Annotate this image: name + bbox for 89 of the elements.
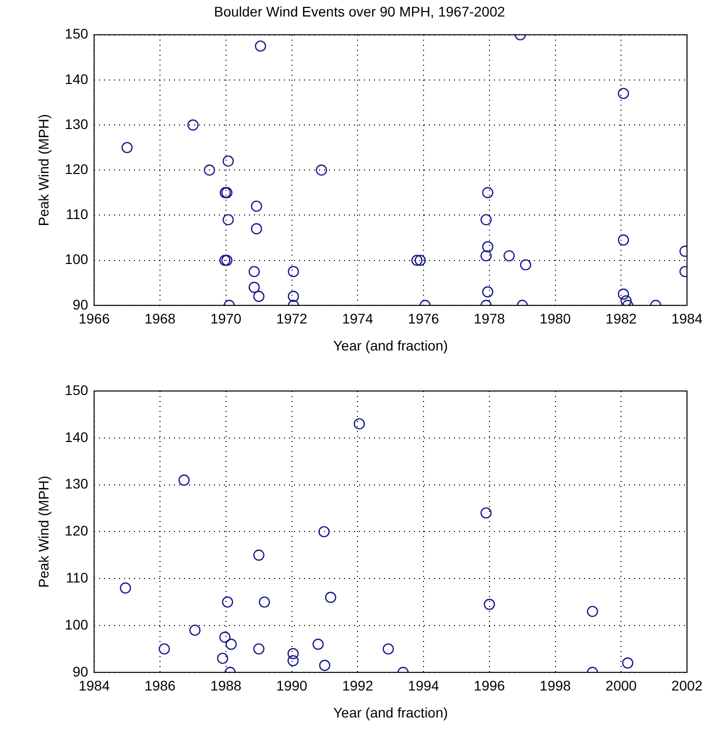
point <box>520 259 532 270</box>
x-tick-label: 1976 <box>408 310 440 327</box>
y-tick-label: 130 <box>64 476 88 492</box>
point <box>287 655 299 666</box>
point <box>482 286 494 298</box>
y-tick-label: 110 <box>66 569 88 586</box>
x-tick-label: 1988 <box>210 678 242 694</box>
x-tick-label: 2002 <box>671 678 703 694</box>
point <box>288 290 300 302</box>
point <box>187 119 199 131</box>
y-tick-label: 120 <box>64 160 88 177</box>
y-tick-label: 110 <box>66 206 88 222</box>
y-tick-label: 150 <box>64 26 88 42</box>
point <box>480 214 492 226</box>
point <box>178 474 190 486</box>
point <box>204 164 216 176</box>
point <box>222 214 234 226</box>
y-tick-label: 140 <box>64 428 88 445</box>
x-tick-label: 1970 <box>210 310 242 327</box>
point <box>480 250 492 262</box>
x-tick-label: 1980 <box>540 310 572 327</box>
point <box>248 266 260 278</box>
point <box>254 40 266 52</box>
point <box>287 648 299 660</box>
x-tick-label: 2000 <box>606 678 637 694</box>
point <box>622 657 634 669</box>
point <box>312 638 324 650</box>
point <box>288 266 300 278</box>
y-tick-label: 90 <box>72 296 88 312</box>
point <box>222 596 234 608</box>
point <box>504 250 515 262</box>
point <box>482 187 494 198</box>
point <box>318 526 330 538</box>
x-tick-label: 1974 <box>342 310 374 327</box>
y-tick-label: 130 <box>64 116 88 132</box>
x-tick-label: 1990 <box>276 678 308 694</box>
point <box>354 418 365 430</box>
point <box>620 295 632 306</box>
point <box>316 164 328 176</box>
point <box>618 88 630 100</box>
point <box>414 254 426 266</box>
point <box>222 155 234 167</box>
point <box>250 200 262 212</box>
point <box>120 582 132 594</box>
point <box>158 643 170 655</box>
x-tick-label: 1982 <box>606 310 637 327</box>
point <box>411 254 423 266</box>
point <box>618 288 630 300</box>
point <box>480 507 492 519</box>
x-tick-label: 1992 <box>342 678 374 694</box>
point <box>253 550 264 561</box>
y-tick-label: 140 <box>64 70 88 87</box>
point <box>586 606 598 618</box>
y-tick-label: 90 <box>72 663 88 680</box>
y-tick-label: 150 <box>64 382 88 398</box>
point <box>253 290 264 302</box>
x-axis-title: Year (and fraction) <box>333 337 448 354</box>
point <box>319 660 330 671</box>
x-tick-label: 1998 <box>540 678 572 694</box>
x-tick-label: 1968 <box>144 310 176 327</box>
y-tick-label: 120 <box>64 522 88 539</box>
point <box>258 596 270 608</box>
point <box>325 592 336 603</box>
point <box>382 643 394 655</box>
x-tick-label: 1996 <box>474 678 506 694</box>
point <box>482 241 494 252</box>
y-tick-label: 100 <box>64 616 88 632</box>
x-tick-label: 1986 <box>144 678 176 694</box>
point <box>250 223 262 234</box>
point <box>618 234 630 246</box>
point <box>226 638 237 650</box>
x-tick-label: 1972 <box>276 310 308 327</box>
point <box>217 652 228 664</box>
x-tick-label: 1984 <box>78 678 110 694</box>
x-tick-label: 1994 <box>408 678 440 694</box>
x-axis-title: Year (and fraction) <box>333 704 448 720</box>
y-tick-label: 100 <box>64 251 88 268</box>
y-axis-title: Peak Wind (MPH) <box>35 476 52 588</box>
x-tick-label: 1984 <box>671 310 703 327</box>
x-tick-label: 1966 <box>78 310 110 327</box>
chart-title: Boulder Wind Events over 90 MPH, 1967-2002 <box>214 3 506 20</box>
point <box>484 598 495 610</box>
point <box>248 282 260 293</box>
point <box>253 643 264 655</box>
point <box>219 632 231 643</box>
y-axis-title: Peak Wind (MPH) <box>35 114 52 226</box>
point <box>121 142 133 154</box>
x-tick-label: 1978 <box>474 310 506 327</box>
point <box>189 624 201 636</box>
